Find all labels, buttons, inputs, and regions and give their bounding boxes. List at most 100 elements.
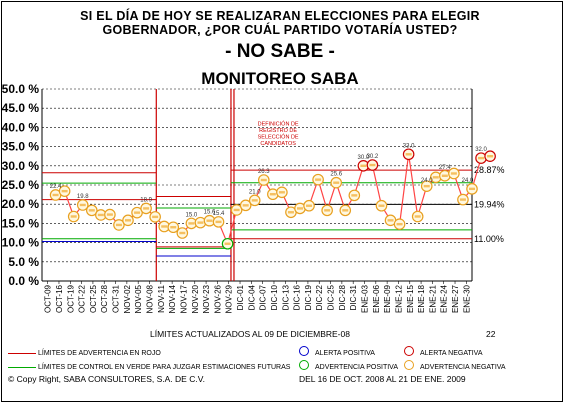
x-tick-label: ENE-15 xyxy=(406,284,415,313)
x-tick-label: ENE-21 xyxy=(428,284,437,313)
advertence-positive-label: ADVERTENCIA POSITIVA xyxy=(315,364,398,371)
data-point xyxy=(315,178,322,181)
data-point xyxy=(478,156,485,160)
data-point xyxy=(423,184,430,188)
limits-note: LÍMITES ACTUALIZADOS AL 09 DE DICIEMBRE-… xyxy=(150,329,350,339)
page-number: 22 xyxy=(486,329,496,339)
x-tick-label: DIC-13 xyxy=(281,284,290,310)
data-point xyxy=(405,153,412,156)
data-label: 15.6 xyxy=(204,210,216,216)
data-point xyxy=(459,198,466,201)
data-point xyxy=(242,204,249,207)
data-label: 24.0 xyxy=(462,178,474,184)
data-label: 33.0 xyxy=(403,143,415,149)
x-tick-label: ENE-27 xyxy=(451,284,460,313)
data-point xyxy=(70,215,77,218)
x-tick-label: OCT-09 xyxy=(44,284,53,313)
data-point xyxy=(170,226,177,229)
y-tick-label: 10.0 % xyxy=(2,236,40,250)
data-label: 26.3 xyxy=(258,169,270,175)
data-label: 27.4 xyxy=(439,165,451,171)
x-tick-label: OCT-16 xyxy=(55,284,64,313)
data-point xyxy=(378,204,385,207)
y-tick-label: 15.0 % xyxy=(2,216,40,230)
y-tick-label: 50.0 % xyxy=(2,82,40,96)
data-point xyxy=(360,164,367,167)
advertence-negative-icon xyxy=(404,360,414,370)
data-point xyxy=(206,219,213,222)
x-tick-label: DIC-28 xyxy=(338,284,347,310)
data-point xyxy=(342,209,349,212)
data-point xyxy=(333,181,340,184)
x-tick-label: DIC-04 xyxy=(247,284,256,310)
data-point xyxy=(450,172,457,175)
data-point xyxy=(79,203,86,207)
data-label: 30.2 xyxy=(367,154,379,160)
data-label: 18.9 xyxy=(140,197,152,203)
x-tick-label: DIC-07 xyxy=(259,284,268,310)
data-point xyxy=(441,174,448,177)
red-legend-line xyxy=(8,353,36,354)
data-label: 30.0 xyxy=(358,155,370,161)
alert-positive-icon xyxy=(299,346,309,356)
y-tick-label: 5.0 % xyxy=(8,255,39,269)
x-tick-label: ENE-12 xyxy=(394,284,403,313)
data-point xyxy=(432,176,439,179)
x-tick-label: NOV-26 xyxy=(213,284,222,313)
x-tick-label: ENE-03 xyxy=(361,284,370,313)
x-tick-label: DIC-01 xyxy=(236,284,245,310)
data-point xyxy=(115,223,122,227)
data-point xyxy=(88,209,95,212)
x-tick-label: DIC-16 xyxy=(293,284,302,310)
chart-title-line1: SI EL DÍA DE HOY SE REALIZARAN ELECCIONE… xyxy=(80,9,480,23)
x-tick-label: DIC-10 xyxy=(270,284,279,310)
data-point xyxy=(260,178,267,182)
x-tick-label: OCT-25 xyxy=(89,284,98,313)
data-point xyxy=(224,242,231,245)
data-label: 15.0 xyxy=(186,212,198,218)
x-tick-label: NOV-08 xyxy=(146,284,155,313)
x-tick-label: OCT-31 xyxy=(112,284,121,313)
data-point xyxy=(179,231,186,235)
data-point xyxy=(297,207,303,210)
data-point xyxy=(351,194,358,197)
data-point xyxy=(143,207,150,210)
x-tick-label: OCT-28 xyxy=(100,284,109,313)
data-label: 15.4 xyxy=(213,211,225,217)
data-point xyxy=(387,219,394,222)
x-tick-label: NOV-02 xyxy=(123,284,132,313)
advertence-positive-icon xyxy=(299,360,309,370)
x-tick-label: NOV-14 xyxy=(168,284,177,313)
green-legend-text: LÍMITES DE CONTROL EN VERDE PARA JUZGAR … xyxy=(38,364,291,371)
data-point xyxy=(414,215,421,218)
data-point xyxy=(161,225,168,228)
x-tick-label: NOV-17 xyxy=(179,284,188,313)
data-point xyxy=(487,155,494,158)
data-point xyxy=(97,213,104,217)
limit-value-label: 11.00% xyxy=(474,234,504,244)
y-tick-label: 20.0 % xyxy=(2,197,40,211)
x-tick-label: ENE-09 xyxy=(383,284,392,313)
x-tick-label: NOV-11 xyxy=(157,284,166,312)
copyright-text: © Copy Right, SABA CONSULTORES, S.A. DE … xyxy=(8,374,205,384)
data-point xyxy=(369,163,376,167)
data-point xyxy=(106,213,113,216)
data-point xyxy=(306,204,313,207)
data-point xyxy=(251,199,258,202)
data-point xyxy=(215,220,222,224)
y-tick-label: 30.0 % xyxy=(2,159,40,173)
chart-monitor-title: MONITOREO SABA xyxy=(201,69,359,88)
x-tick-label: DIC-22 xyxy=(315,284,324,310)
x-tick-label: NOV-05 xyxy=(134,284,143,313)
period-text: DEL 16 DE OCT. 2008 AL 21 DE ENE. 2009 xyxy=(299,374,466,384)
alert-negative-icon xyxy=(404,346,414,356)
data-point xyxy=(188,222,195,225)
alert-positive-label: ALERTA POSITIVA xyxy=(315,350,375,357)
x-tick-label: DIC-19 xyxy=(304,284,313,310)
x-tick-label: DIC-25 xyxy=(327,284,336,310)
limit-value-label: 28.87% xyxy=(474,165,505,175)
x-tick-label: ENE-06 xyxy=(372,284,381,313)
x-tick-label: OCT-19 xyxy=(66,284,75,313)
data-point xyxy=(269,193,276,196)
